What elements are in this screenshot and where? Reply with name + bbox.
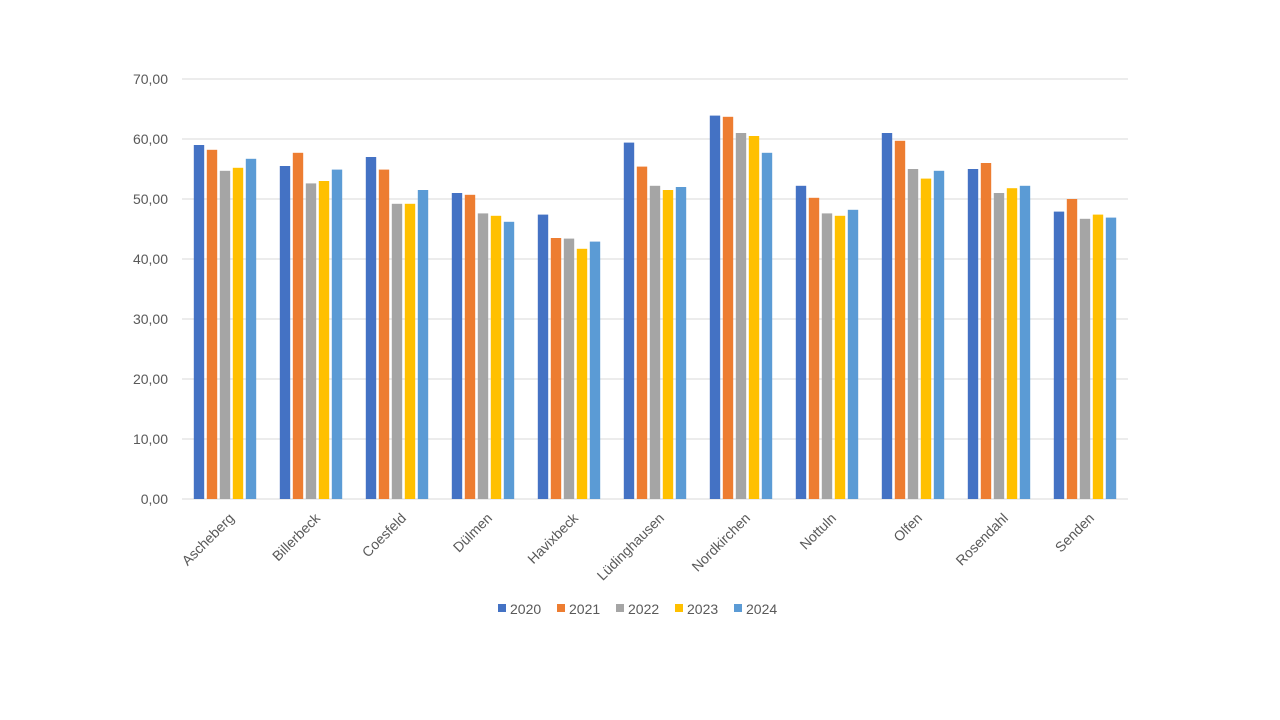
y-tick-label: 20,00 <box>133 371 168 387</box>
bar-billerbeck-2022 <box>305 183 317 499</box>
bar-ascheberg-2022 <box>219 170 231 500</box>
bar-nordkirchen-2020 <box>709 115 721 499</box>
bars <box>193 115 1117 500</box>
bar-havixbeck-2021 <box>550 238 562 499</box>
legend-swatch-2021 <box>557 604 565 612</box>
bar-dülmen-2024 <box>503 221 515 500</box>
x-tick-label: Havixbeck <box>524 509 582 567</box>
bar-coesfeld-2021 <box>378 169 390 499</box>
legend-label: 2021 <box>569 601 600 617</box>
x-tick-label: Rosendahl <box>952 510 1011 569</box>
bar-rosendahl-2024 <box>1019 185 1031 500</box>
bar-olfen-2023 <box>920 178 932 499</box>
legend-swatch-2020 <box>498 604 506 612</box>
bar-lüdinghausen-2020 <box>623 142 635 499</box>
bar-nottuln-2021 <box>808 197 820 500</box>
bar-lüdinghausen-2024 <box>675 187 687 499</box>
bar-lüdinghausen-2021 <box>636 166 648 499</box>
bar-senden-2020 <box>1053 211 1065 499</box>
bar-coesfeld-2024 <box>417 190 429 499</box>
bar-havixbeck-2022 <box>563 238 575 499</box>
legend-label: 2024 <box>746 601 777 617</box>
legend-label: 2023 <box>687 601 718 617</box>
legend-swatch-2024 <box>734 604 742 612</box>
legend-swatch-2022 <box>616 604 624 612</box>
bar-nordkirchen-2024 <box>761 152 773 500</box>
legend: 2020 2021 2022 2023 2024 <box>498 601 777 617</box>
bar-senden-2022 <box>1079 218 1091 500</box>
bar-dülmen-2022 <box>477 213 489 499</box>
bar-senden-2021 <box>1066 199 1078 499</box>
bar-rosendahl-2022 <box>993 193 1005 499</box>
bar-coesfeld-2022 <box>391 203 403 500</box>
x-tick-label: Coesfeld <box>359 510 409 560</box>
y-tick-label: 0,00 <box>141 491 168 507</box>
legend-swatch-2023 <box>675 604 683 612</box>
bar-ascheberg-2021 <box>206 149 218 500</box>
bar-rosendahl-2021 <box>980 163 992 499</box>
x-tick-label: Billerbeck <box>269 509 324 564</box>
bar-coesfeld-2020 <box>365 157 377 499</box>
bar-rosendahl-2023 <box>1006 188 1018 499</box>
bar-nottuln-2022 <box>821 213 833 499</box>
x-tick-label: Nordkirchen <box>688 510 753 575</box>
bar-olfen-2024 <box>933 170 945 500</box>
bar-nottuln-2023 <box>834 215 846 500</box>
x-tick-label: Olfen <box>890 510 925 545</box>
x-tick-label: Lüdinghausen <box>594 510 668 584</box>
bar-ascheberg-2024 <box>245 158 257 500</box>
bar-lüdinghausen-2022 <box>649 185 661 500</box>
bar-dülmen-2021 <box>464 194 476 500</box>
legend-label: 2022 <box>628 601 659 617</box>
bar-nordkirchen-2021 <box>722 116 734 500</box>
bar-dülmen-2023 <box>490 215 502 500</box>
y-tick-label: 10,00 <box>133 431 168 447</box>
x-tick-label: Ascheberg <box>178 510 237 569</box>
y-tick-label: 60,00 <box>133 131 168 147</box>
bar-senden-2023 <box>1092 214 1104 499</box>
bar-coesfeld-2023 <box>404 203 416 500</box>
y-tick-label: 70,00 <box>133 71 168 87</box>
x-tick-label: Senden <box>1052 510 1097 555</box>
bar-olfen-2022 <box>907 169 919 499</box>
x-tick-label: Dülmen <box>450 510 495 555</box>
y-tick-label: 50,00 <box>133 191 168 207</box>
bar-nordkirchen-2023 <box>748 136 760 499</box>
y-tick-label: 30,00 <box>133 311 168 327</box>
y-tick-label: 40,00 <box>133 251 168 267</box>
bar-rosendahl-2020 <box>967 169 979 499</box>
bar-billerbeck-2020 <box>279 166 291 499</box>
bar-nordkirchen-2022 <box>735 133 747 499</box>
bar-senden-2024 <box>1105 217 1117 499</box>
bar-ascheberg-2020 <box>193 145 205 499</box>
bar-lüdinghausen-2023 <box>662 190 674 499</box>
x-axis-ticks: Ascheberg Billerbeck Coesfeld Dülmen Havixbe… <box>178 509 1097 583</box>
y-axis-ticks: 0,00 10,00 20,00 30,00 40,00 50,00 60,00 70,00 <box>133 71 168 507</box>
bar-havixbeck-2020 <box>537 214 549 499</box>
bar-nottuln-2024 <box>847 209 859 500</box>
bar-ascheberg-2023 <box>232 167 244 500</box>
bar-billerbeck-2023 <box>318 181 330 499</box>
bar-olfen-2020 <box>881 133 893 499</box>
bar-billerbeck-2021 <box>292 152 304 500</box>
bar-olfen-2021 <box>894 140 906 500</box>
bar-nottuln-2020 <box>795 185 807 500</box>
x-tick-label: Nottuln <box>796 510 839 553</box>
bar-havixbeck-2024 <box>589 241 601 499</box>
bar-dülmen-2020 <box>451 193 463 499</box>
bar-havixbeck-2023 <box>576 248 588 499</box>
bar-billerbeck-2024 <box>331 169 343 499</box>
legend-label: 2020 <box>510 601 541 617</box>
